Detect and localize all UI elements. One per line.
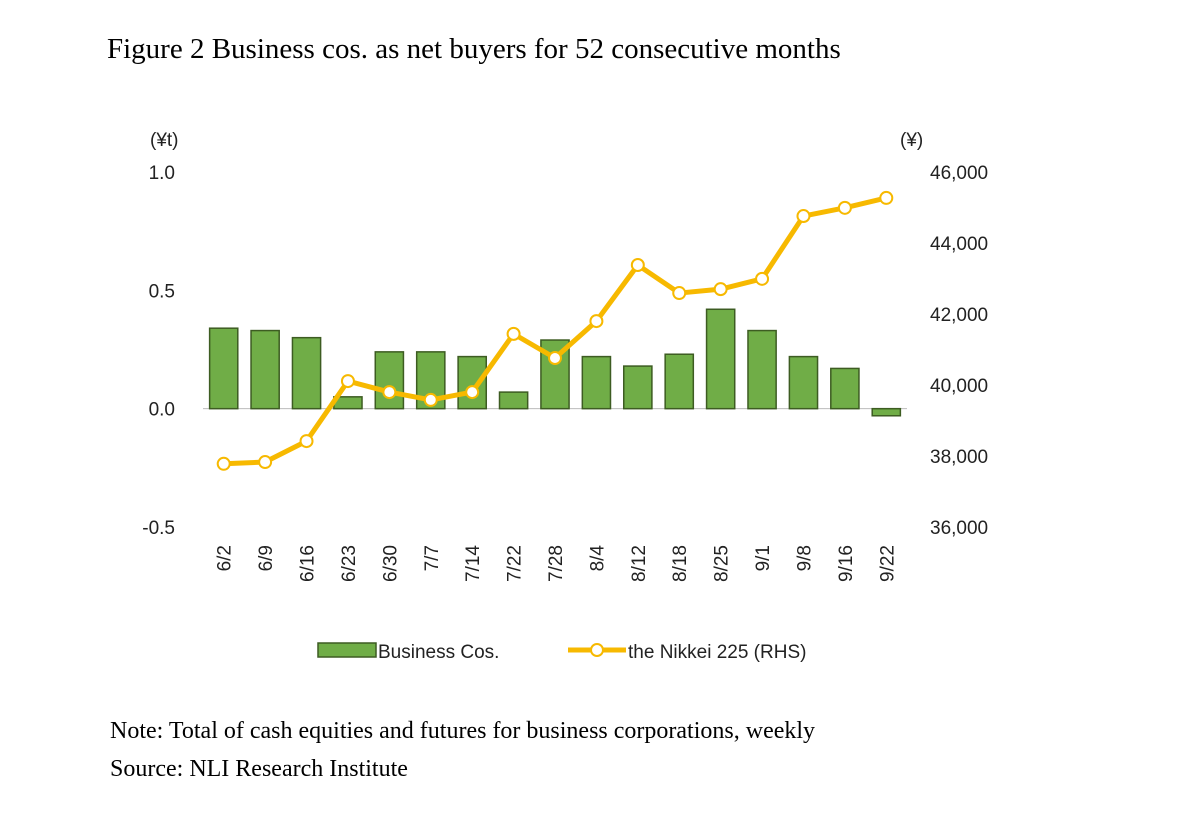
legend-label: Business Cos. [378,642,499,663]
marker [713,282,728,297]
x-tick-label: 8/12 [629,545,650,582]
bar [250,329,280,410]
legend-marker [590,643,604,657]
y2-tick-label: 38,000 [930,447,988,468]
marker [258,455,273,470]
y-tick-label: 0.0 [149,400,175,421]
marker [423,392,438,407]
y-tick-label: 1.0 [149,163,175,184]
x-tick-label: 9/16 [836,545,857,582]
bar [498,391,529,410]
y2-tick-label: 46,000 [930,163,988,184]
y-tick-label: 0.5 [149,281,175,302]
marker [382,385,397,400]
marker [672,286,687,301]
y2-axis-label: (¥) [900,130,923,151]
bar [830,367,860,410]
marker [879,190,894,205]
marker [506,326,521,341]
marker [340,374,355,389]
marker [216,456,231,471]
x-tick-label: 9/8 [794,545,815,571]
legend-label: the Nikkei 225 (RHS) [628,642,806,663]
bar [871,407,902,417]
x-tick-label: 6/9 [256,545,277,571]
x-tick-label: 6/2 [215,545,236,571]
y2-tick-label: 44,000 [930,234,988,255]
bar [664,353,695,410]
x-tick-label: 6/16 [298,545,319,582]
y2-tick-label: 42,000 [930,305,988,326]
x-tick-label: 8/4 [587,545,608,572]
source: Source: NLI Research Institute [110,756,408,782]
bar [705,308,736,410]
bar [291,336,322,410]
x-tick-label: 7/28 [546,545,567,582]
marker [465,385,480,400]
note: Note: Total of cash equities and futures… [110,718,815,744]
bar [581,355,612,410]
legend-swatch [317,642,377,658]
x-tick-label: 7/14 [463,545,484,582]
x-tick-label: 9/1 [753,545,774,571]
bar [457,355,488,410]
y-tick-label: -0.5 [142,518,175,539]
y-axis-label: (¥t) [150,130,179,151]
bar [622,365,653,410]
marker [299,434,314,449]
marker [630,258,645,273]
y2-tick-label: 40,000 [930,376,988,397]
marker [796,209,811,224]
x-tick-label: 8/25 [712,545,733,582]
bar [747,329,777,410]
marker [837,200,852,215]
marker [589,314,604,329]
x-tick-label: 6/23 [339,545,360,582]
marker [548,351,562,366]
bar [208,327,239,410]
marker [755,271,770,286]
x-tick-label: 6/30 [380,545,401,582]
y2-tick-label: 36,000 [930,518,988,539]
x-tick-label: 7/22 [505,545,526,582]
bar [374,351,405,410]
x-tick-label: 9/22 [877,545,898,582]
line [223,195,887,467]
chart-title: Figure 2 Business cos. as net buyers for… [107,33,841,65]
bar [788,355,819,410]
x-tick-label: 7/7 [422,545,443,571]
x-tick-label: 8/18 [670,545,691,582]
